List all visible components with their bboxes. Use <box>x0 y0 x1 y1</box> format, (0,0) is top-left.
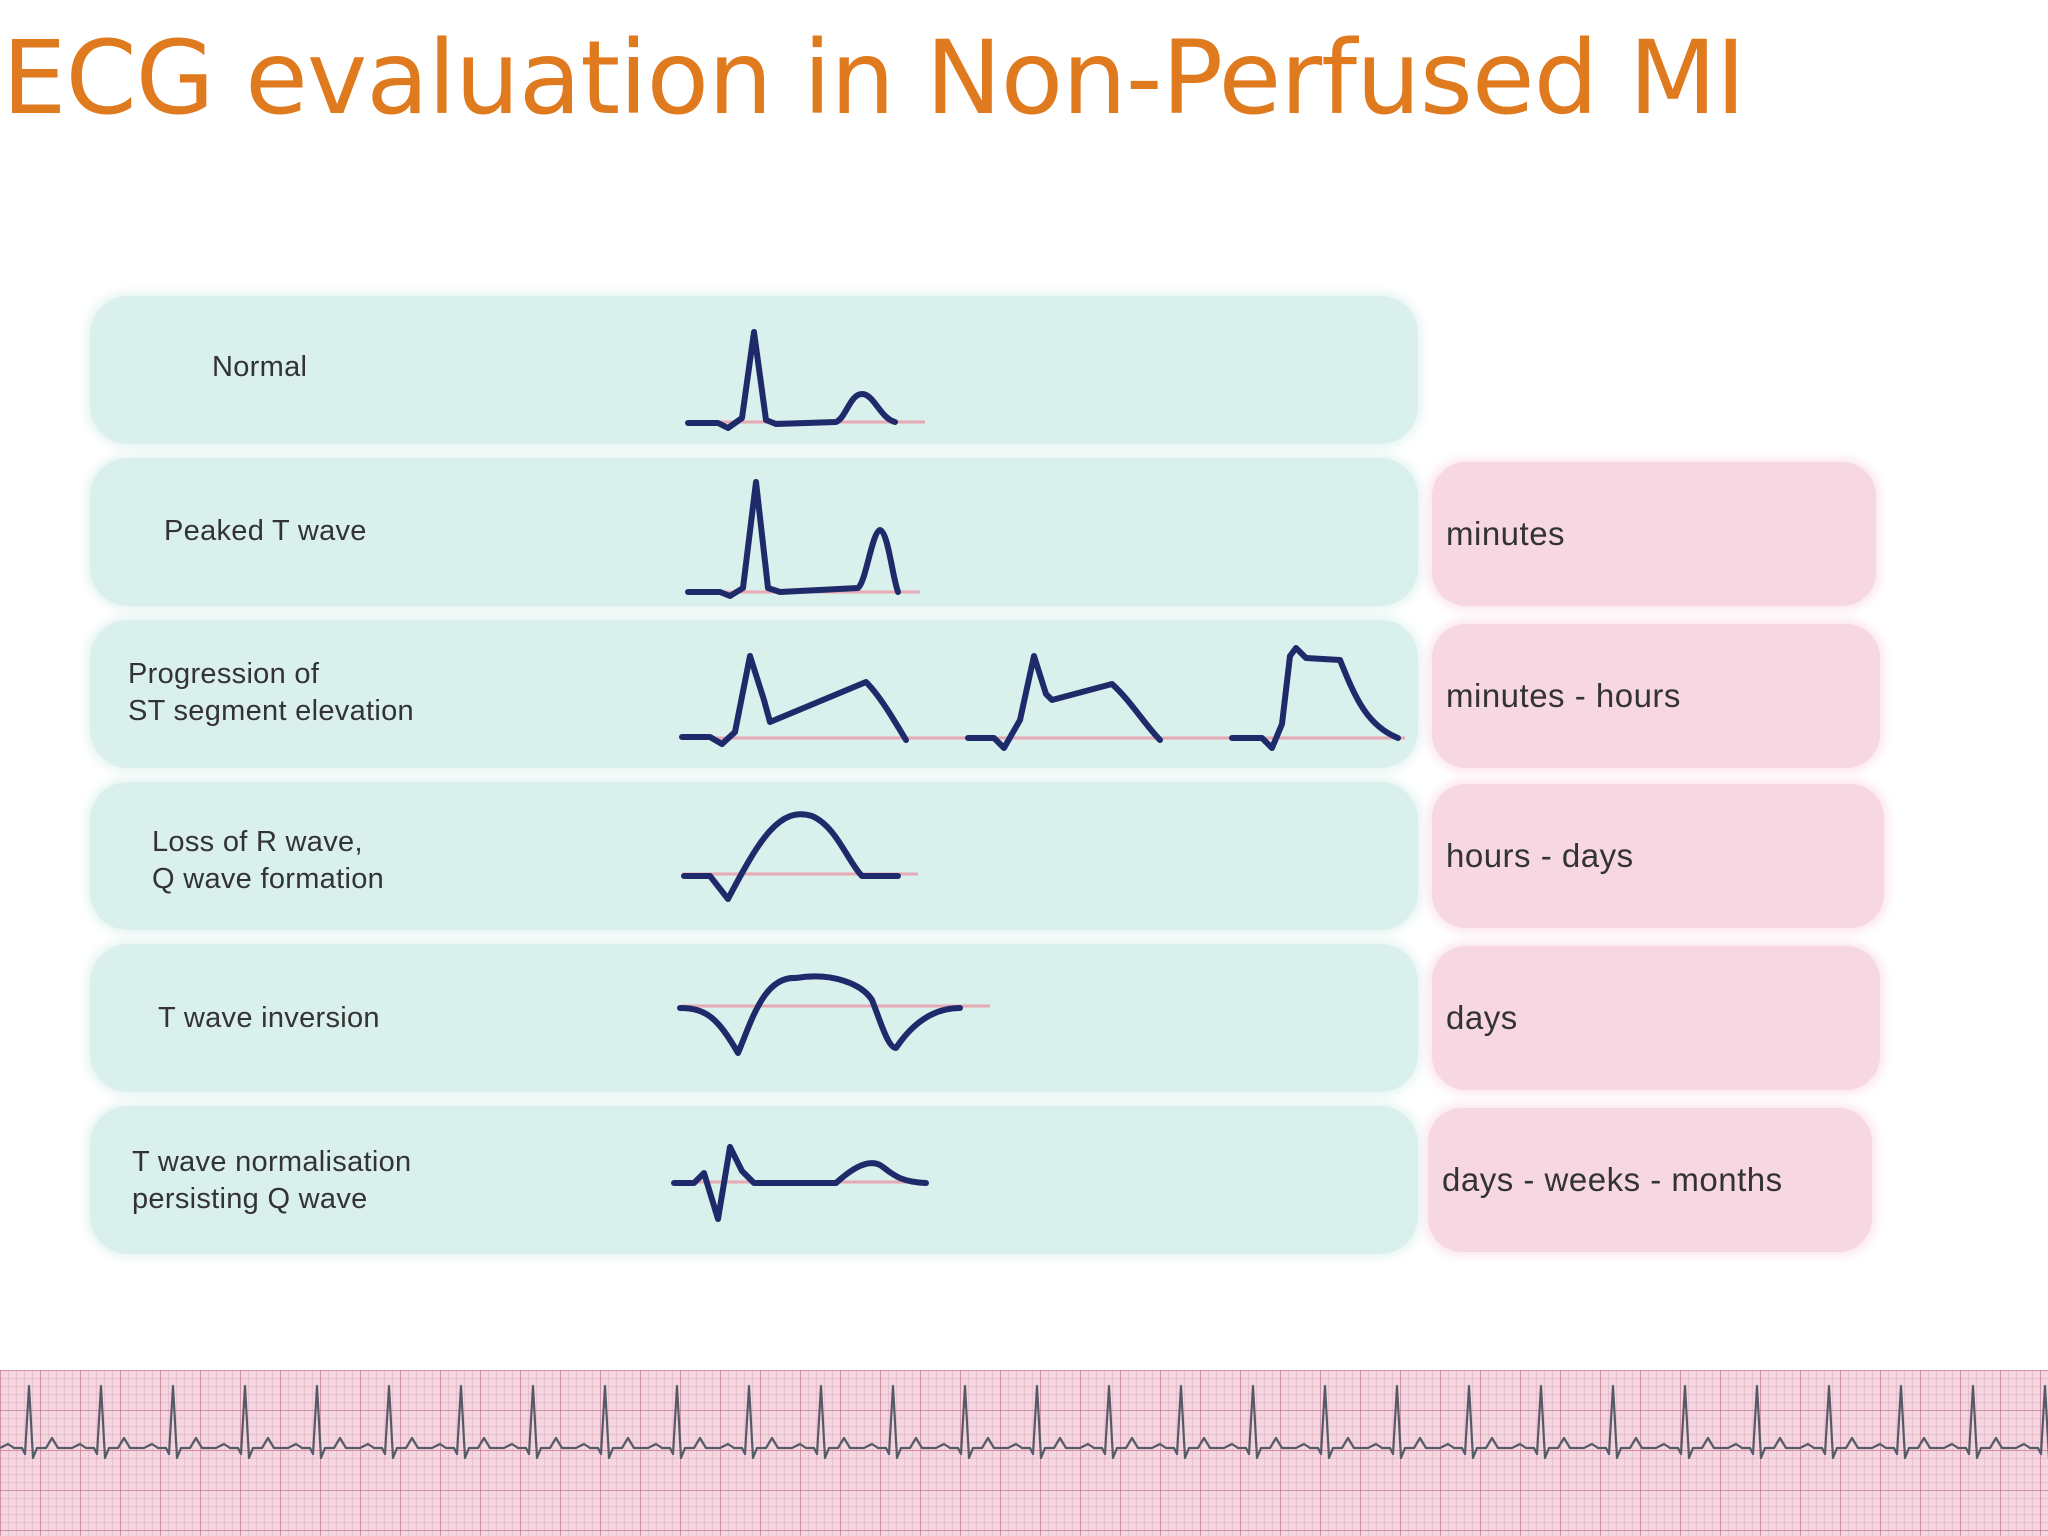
stage-label: T wave inversion <box>158 1002 380 1034</box>
time-box-days: days <box>1432 946 1880 1090</box>
stage-label: Loss of R wave, Q wave formation <box>152 826 385 895</box>
ecg-rhythm-strip <box>0 1370 2048 1536</box>
stage-row-st-elevation: Progression of ST segment elevation <box>90 620 1418 768</box>
time-label: days - weeks - months <box>1442 1161 1783 1198</box>
stage-row-normal: Normal <box>90 296 1418 444</box>
ecg-strip-trace <box>0 1384 2048 1460</box>
stage-label: Normal <box>212 351 308 383</box>
waveform-st-elevation-progression <box>679 645 1405 751</box>
time-label: minutes <box>1446 515 1566 552</box>
time-label: days <box>1446 999 1518 1036</box>
time-box-hours-days: hours - days <box>1432 784 1884 928</box>
time-box-minutes: minutes <box>1432 462 1876 606</box>
stage-label: Peaked T wave <box>164 515 367 547</box>
time-box-minutes-hours: minutes - hours <box>1432 624 1880 768</box>
time-label: minutes - hours <box>1446 677 1681 714</box>
slide-title: ECG evaluation in Non-Perfused MI <box>2 19 1746 138</box>
waveform-t-wave-inversion <box>677 973 990 1056</box>
waveform-q-wave-formation <box>681 811 918 902</box>
time-box-days-weeks-months: days - weeks - months <box>1428 1108 1872 1252</box>
waveform-normal <box>685 329 925 431</box>
stage-label: T wave normalisation persisting Q wave <box>132 1146 412 1215</box>
waveform-peaked-t-wave <box>685 479 920 599</box>
waveform-t-wave-normalisation <box>671 1144 929 1222</box>
stage-label: Progression of ST segment elevation <box>128 658 414 727</box>
time-label: hours - days <box>1446 837 1634 874</box>
